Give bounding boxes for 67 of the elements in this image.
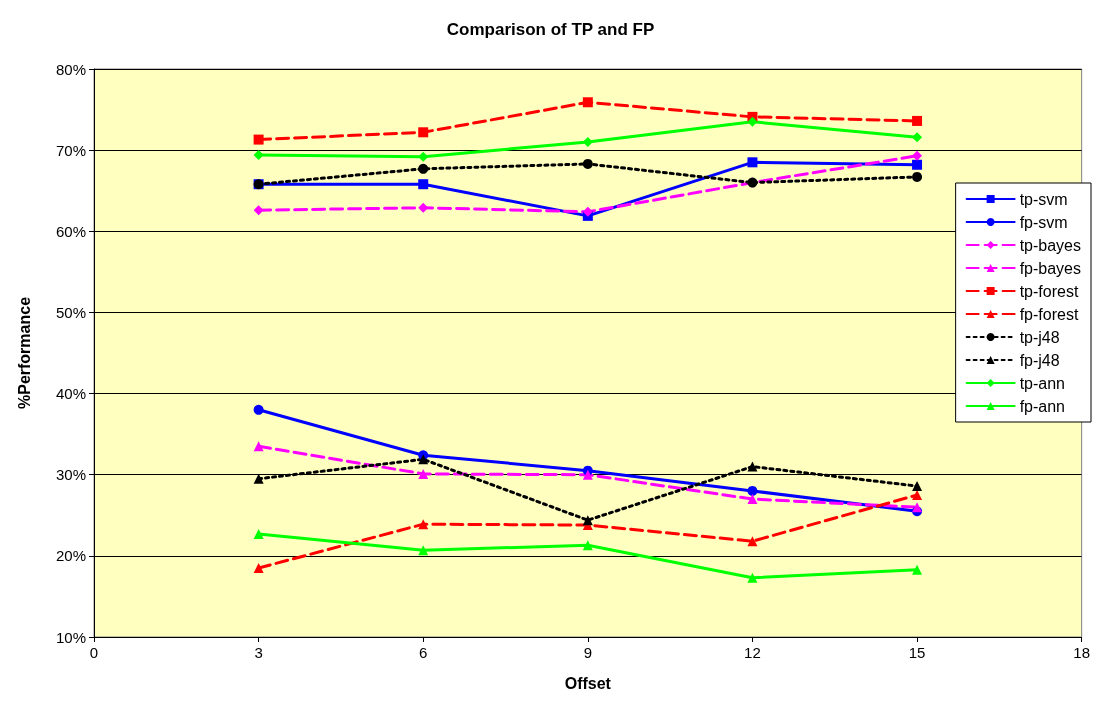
x-tick-label: 6 <box>419 644 428 661</box>
point <box>912 159 923 170</box>
point <box>747 572 758 583</box>
point <box>912 481 923 492</box>
point <box>253 404 264 415</box>
point <box>253 528 264 539</box>
y-tick-label: 80% <box>55 60 86 78</box>
point <box>747 494 758 505</box>
legend-label: fp-svm <box>1019 213 1068 231</box>
point <box>418 151 429 162</box>
y-tick-label: 60% <box>55 222 86 240</box>
point <box>253 473 264 484</box>
point <box>418 454 429 465</box>
y-tick-label: 70% <box>55 141 86 159</box>
legend-label: fp-forest <box>1019 305 1079 323</box>
legend-label: tp-forest <box>1019 282 1079 300</box>
point <box>912 502 923 513</box>
legend-label: fp-bayes <box>1019 259 1082 277</box>
point <box>912 171 923 182</box>
legend-label: tp-svm <box>1019 190 1068 208</box>
point <box>912 132 923 143</box>
y-tick-label: 20% <box>55 547 86 565</box>
point <box>253 205 264 216</box>
point <box>418 545 429 556</box>
point <box>582 97 593 108</box>
point <box>582 469 593 480</box>
x-tick-label: 12 <box>744 644 761 661</box>
point <box>418 519 429 530</box>
legend-label: fp-j48 <box>1019 351 1060 369</box>
point <box>747 461 758 472</box>
y-tick-label: 30% <box>55 466 86 484</box>
point <box>912 490 923 500</box>
y-axis-title: %Performance <box>15 296 33 410</box>
point <box>253 563 264 574</box>
point <box>747 536 758 547</box>
point <box>582 540 593 551</box>
y-tick-label: 40% <box>55 385 86 403</box>
chart-title: Comparison of TP and FP <box>446 20 655 39</box>
legend-label: tp-ann <box>1019 374 1066 392</box>
legend-label: fp-ann <box>1019 397 1066 415</box>
point <box>747 485 758 496</box>
point <box>418 163 429 174</box>
point <box>418 202 429 213</box>
point <box>418 127 429 138</box>
point <box>582 515 593 526</box>
x-tick-label: 3 <box>254 644 263 661</box>
point <box>747 157 758 168</box>
point <box>253 441 264 452</box>
x-tick-label: 9 <box>583 644 592 661</box>
y-tick-label: 50% <box>55 303 86 321</box>
point <box>912 564 923 575</box>
point <box>582 206 593 217</box>
point <box>747 116 758 127</box>
point <box>912 150 923 161</box>
point <box>418 468 429 479</box>
point <box>912 115 923 126</box>
point <box>253 150 264 161</box>
legend-label: tp-bayes <box>1019 236 1082 254</box>
x-tick-label: 15 <box>908 644 926 661</box>
point <box>418 179 429 190</box>
x-tick-label: 0 <box>89 644 99 661</box>
y-tick-label: 10% <box>55 628 86 646</box>
x-axis-title: Offset <box>564 674 612 692</box>
legend-label: tp-j48 <box>1019 328 1060 346</box>
point <box>582 158 593 169</box>
point <box>253 134 264 145</box>
x-tick-label: 18 <box>1073 644 1090 661</box>
